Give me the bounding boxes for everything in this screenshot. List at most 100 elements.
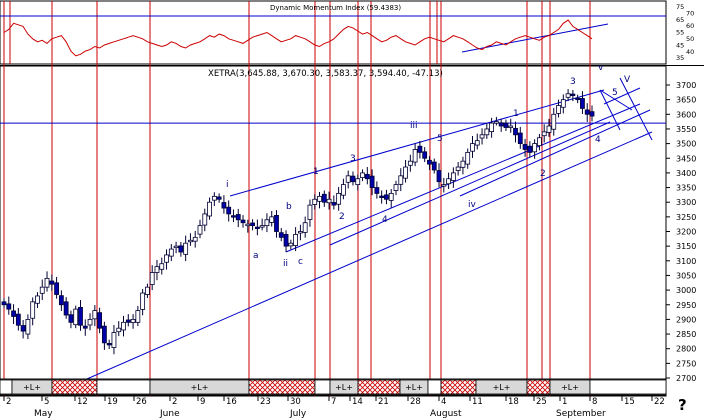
candle-body — [384, 194, 389, 200]
help-mark: ? — [678, 396, 687, 414]
wave-label: b — [286, 202, 292, 212]
x-tick-label: 11 — [472, 397, 483, 407]
candle-body — [274, 214, 279, 232]
candle-body — [54, 282, 59, 295]
candle-body — [58, 295, 64, 306]
candle-body — [135, 310, 141, 323]
wave-label: 3 — [350, 154, 356, 164]
candle-body — [202, 213, 208, 226]
candle-body — [580, 98, 585, 109]
y-tick-label: 3550 — [676, 125, 696, 134]
candle-body — [546, 125, 552, 133]
indicator-line — [3, 19, 593, 57]
y-tick-label: 3050 — [676, 271, 696, 280]
candle-body — [288, 242, 294, 247]
x-tick-label: 4 — [441, 397, 446, 407]
candle-body — [321, 193, 327, 203]
candle-body — [474, 140, 480, 146]
x-tick-label: 28 — [410, 397, 421, 407]
x-tick-label: 12 — [77, 397, 88, 407]
x-tick-label: 7 — [331, 397, 336, 407]
candlestick-series — [1, 89, 595, 355]
candle-body — [111, 332, 117, 348]
candle-body — [517, 132, 523, 145]
candle-body — [565, 93, 571, 98]
candle-body — [446, 178, 451, 185]
candle-body — [484, 128, 490, 136]
x-tick-label: 22 — [654, 397, 665, 407]
candle-body — [307, 204, 313, 220]
candle-body — [412, 149, 418, 163]
candle-body — [293, 234, 299, 246]
indicator-tick-label: 40 — [686, 48, 694, 56]
candle-body — [403, 166, 408, 179]
wave-label: 1 — [313, 167, 319, 177]
candle-body — [427, 159, 432, 165]
candle-body — [149, 272, 155, 285]
candle-body — [73, 308, 79, 326]
x-tick-label: 2 — [6, 397, 11, 407]
candle-body — [226, 206, 232, 215]
y-tick-label: 2700 — [676, 374, 696, 383]
candle-body — [188, 239, 193, 243]
candle-body — [470, 143, 475, 152]
candle-body — [221, 202, 227, 209]
month-label: September — [556, 409, 606, 419]
wave-label: ii — [283, 259, 288, 269]
wave-label: v — [598, 63, 604, 73]
x-tick-label: 19 — [107, 397, 118, 407]
y-axis: 3700 3650 3600 3550 3500 3450 3400 3350 3300 3250… — [666, 81, 696, 383]
candle-body — [140, 292, 146, 310]
candle-body — [326, 198, 332, 204]
indicator-tick-label: 75 — [676, 3, 684, 11]
candle-body — [317, 195, 322, 202]
candle-body — [360, 172, 365, 178]
candle-body — [422, 151, 428, 159]
candle-body — [216, 196, 222, 200]
price-title: XETRA(3,645.88, 3,670.30, 3,583.37, 3,59… — [208, 69, 443, 79]
candle-body — [541, 131, 547, 137]
y-tick-label: 2950 — [676, 301, 696, 310]
candle-body — [87, 318, 93, 326]
cycle-band-segment — [589, 379, 667, 395]
indicator-title: Dynamic Momentum Index (59.4383) — [270, 4, 401, 12]
candle-body — [35, 295, 40, 304]
candle-body — [192, 236, 198, 242]
candle-body — [493, 121, 499, 124]
wave-label: 5 — [437, 134, 443, 144]
y-tick-label: 3650 — [676, 96, 696, 105]
candle-body — [264, 219, 270, 227]
candle-body — [393, 184, 399, 191]
candle-body — [159, 263, 165, 270]
trendline — [229, 89, 605, 197]
candle-body — [398, 175, 404, 185]
cycle-band: +L+ +L+ +L+ +L+ +L+ +L+ — [0, 378, 667, 396]
x-tick-label: 25 — [536, 397, 547, 407]
candle-body — [97, 312, 103, 329]
candle-body — [331, 202, 337, 206]
candle-body — [278, 232, 284, 238]
candle-body — [532, 143, 538, 153]
x-tick-label: 15 — [624, 397, 635, 407]
candle-body — [106, 343, 112, 346]
x-tick-label: 5 — [44, 397, 49, 407]
wave-label: c — [298, 257, 303, 267]
trendline — [329, 121, 611, 246]
x-tick-label: 16 — [226, 397, 237, 407]
x-tick-label: 30 — [290, 397, 301, 407]
candle-body — [369, 175, 375, 188]
y-tick-label: 3700 — [676, 81, 696, 90]
candle-body — [63, 301, 69, 316]
wave-label: 5 — [612, 88, 618, 98]
trendline — [619, 77, 653, 141]
wave-label: i — [226, 180, 229, 190]
candle-body — [522, 144, 528, 150]
candle-body — [211, 195, 217, 201]
wave-label: 3 — [570, 77, 576, 87]
cycle-band-segment — [357, 379, 401, 395]
y-tick-label: 3450 — [676, 154, 696, 163]
